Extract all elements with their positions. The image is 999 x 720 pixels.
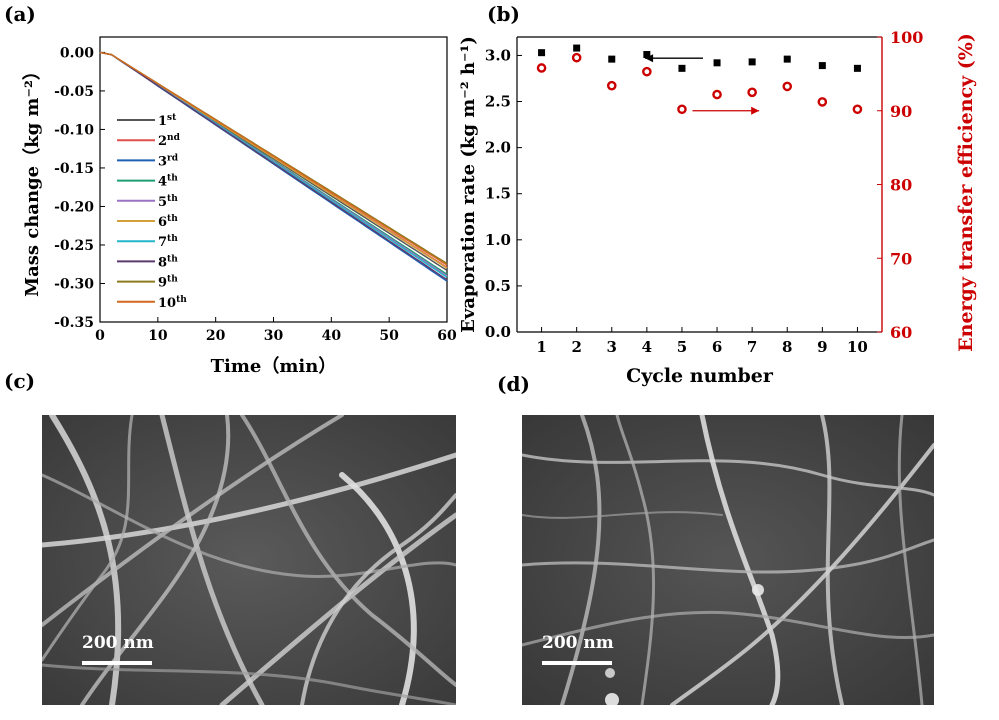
chart-b-ytick-right-label: 90 bbox=[890, 102, 912, 121]
chart-b-point-efficiency bbox=[852, 104, 863, 115]
chart-a-ytick-label: -0.35 bbox=[54, 315, 94, 331]
chart-a-series-line bbox=[99, 51, 448, 282]
chart-b-point-rate bbox=[608, 55, 616, 63]
chart-b-ytick-label: 1.0 bbox=[485, 231, 511, 249]
chart-b-point-rate bbox=[678, 64, 686, 72]
chart-b-ytick-label: 2.5 bbox=[485, 93, 511, 111]
chart-b-xtick-label: 5 bbox=[677, 338, 687, 356]
chart-b-ylabel: Evaporation rate (kg m⁻² h⁻¹) bbox=[458, 36, 479, 333]
chart-b-point-rate bbox=[713, 59, 721, 67]
chart-b-ytick-right-label: 70 bbox=[890, 249, 912, 268]
chart-b-point-rate bbox=[573, 44, 581, 52]
chart-b-ytick-label: 3.0 bbox=[485, 46, 511, 64]
chart-a-xlabel: Time（min） bbox=[211, 356, 337, 377]
chart-b-ylabel-right: Energy transfer efficiency (%) bbox=[955, 33, 977, 352]
chart-b-point-efficiency bbox=[642, 66, 652, 77]
chart-b-xtick-label: 10 bbox=[847, 338, 868, 356]
chart-a-ytick-label: -0.30 bbox=[54, 276, 94, 292]
sem-image-d: 200 nm bbox=[522, 415, 934, 705]
panel-label-c: (c) bbox=[4, 369, 36, 393]
chart-a-xtick-label: 30 bbox=[264, 328, 284, 344]
chart-a-xtick-label: 20 bbox=[206, 328, 226, 344]
sem-fibers-c bbox=[42, 415, 456, 705]
chart-a-legend-label: 3rd bbox=[158, 153, 179, 169]
chart-b-point-rate bbox=[538, 49, 546, 57]
sem-fibers-d bbox=[522, 415, 934, 705]
chart-b-cycle-stability: 1 2 3 4 5 6 7 8 9 10 0.0 0.5 1.0 1.5 2.0 2.5 3.0 60 70 80 90… bbox=[458, 28, 977, 387]
chart-a-legend-label: 5th bbox=[158, 194, 178, 210]
chart-b-point-rate bbox=[748, 58, 756, 66]
chart-a-legend-label: 8th bbox=[158, 254, 178, 270]
scalebar-label-c: 200 nm bbox=[82, 633, 154, 653]
chart-a-ytick-label: -0.20 bbox=[54, 199, 94, 215]
chart-b-point-efficiency bbox=[606, 80, 617, 91]
chart-a-ytick-label: -0.10 bbox=[54, 122, 94, 138]
chart-b-xtick-label: 2 bbox=[571, 338, 581, 356]
chart-a-legend-label: 4th bbox=[158, 174, 178, 190]
chart-b-point-rate bbox=[643, 51, 651, 59]
chart-a-ytick-label: 0.00 bbox=[60, 45, 94, 61]
chart-a-legend-label: 6th bbox=[158, 214, 178, 230]
chart-b-point-efficiency bbox=[817, 97, 828, 107]
chart-b-ytick-label: 2.0 bbox=[485, 139, 511, 157]
chart-b-point-rate bbox=[783, 55, 791, 63]
chart-b-xtick-label: 1 bbox=[536, 338, 546, 356]
scalebar-d bbox=[542, 661, 612, 665]
chart-b-xtick-label: 9 bbox=[817, 338, 827, 356]
chart-b-point-rate bbox=[853, 64, 861, 72]
sem-image-c: 200 nm bbox=[42, 415, 456, 705]
chart-b-ytick-right-label: 100 bbox=[890, 28, 923, 47]
chart-b-point-efficiency bbox=[782, 81, 793, 92]
chart-b-ytick-label: 1.5 bbox=[485, 185, 511, 203]
chart-b-xlabel: Cycle number bbox=[626, 365, 774, 387]
chart-a-xtick-label: 0 bbox=[95, 328, 105, 344]
chart-b-ytick-label: 0.5 bbox=[485, 277, 511, 295]
chart-b-point-efficiency bbox=[571, 52, 582, 63]
chart-a-ytick-label: -0.15 bbox=[54, 161, 94, 177]
chart-a-xtick-label: 50 bbox=[379, 328, 399, 344]
panel-label-a: (a) bbox=[4, 2, 36, 26]
chart-b-xtick-label: 6 bbox=[712, 338, 722, 356]
chart-a-legend-label: 9th bbox=[158, 275, 178, 291]
chart-b-arrowhead-left bbox=[645, 54, 654, 63]
chart-b-point-efficiency bbox=[536, 63, 547, 73]
chart-b-xtick-label: 4 bbox=[642, 338, 652, 356]
chart-b-xtick-label: 3 bbox=[607, 338, 617, 356]
chart-b-ytick-right-label: 80 bbox=[890, 176, 912, 195]
chart-b-xtick-label: 8 bbox=[782, 338, 792, 356]
chart-a-legend-label: 10th bbox=[158, 295, 187, 311]
chart-a-mass-change: 0 10 20 30 40 50 60 0.00 -0.05 -0.10 -0.15 -0.20 -0.… bbox=[22, 36, 457, 377]
chart-b-point-rate bbox=[818, 62, 826, 70]
chart-b-xtick-label: 7 bbox=[747, 338, 757, 356]
chart-a-xtick-label: 40 bbox=[322, 328, 342, 344]
chart-a-xtick-label: 10 bbox=[148, 328, 168, 344]
chart-b-ytick-label: 0.0 bbox=[485, 323, 511, 341]
chart-a-series-line bbox=[99, 51, 448, 266]
chart-a-ytick-label: -0.05 bbox=[54, 84, 94, 100]
chart-a-ytick-label: -0.25 bbox=[54, 238, 94, 254]
chart-a-ylabel: Mass change（kg m⁻²） bbox=[22, 62, 43, 297]
chart-a-series-line bbox=[99, 51, 448, 278]
chart-a-legend-label: 7th bbox=[158, 234, 178, 250]
scalebar-label-d: 200 nm bbox=[542, 633, 614, 653]
scalebar-c bbox=[82, 661, 152, 665]
chart-b-ytick-right-label: 60 bbox=[890, 323, 912, 342]
chart-b-point-efficiency bbox=[677, 104, 687, 115]
panel-label-b: (b) bbox=[487, 2, 520, 26]
chart-a-series-line bbox=[99, 51, 448, 281]
chart-a-legend-label: 2nd bbox=[158, 133, 181, 149]
chart-b-arrowhead-right bbox=[751, 106, 760, 115]
chart-a-xtick-label: 60 bbox=[437, 328, 457, 344]
panel-label-d: (d) bbox=[497, 372, 530, 396]
chart-b-point-efficiency bbox=[747, 87, 757, 98]
chart-b-point-efficiency bbox=[712, 89, 722, 100]
chart-a-legend-label: 1st bbox=[158, 113, 177, 129]
